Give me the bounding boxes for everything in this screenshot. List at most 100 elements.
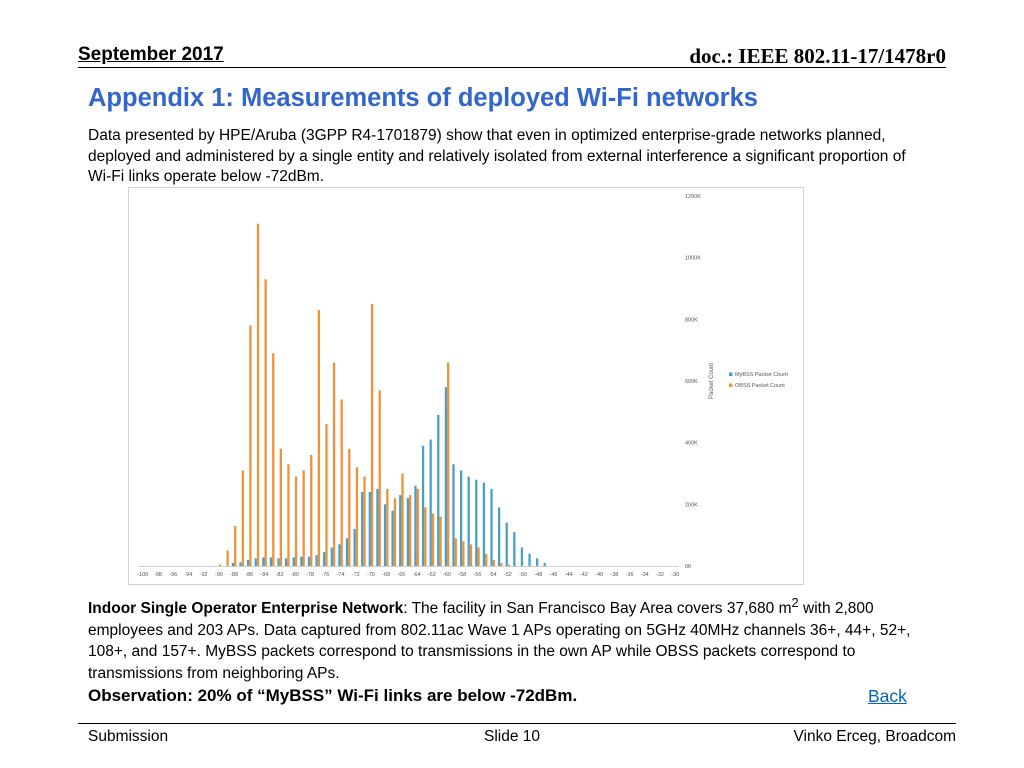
network-description-text-b: with 2,800 employees and 203 APs. Data c…: [88, 600, 911, 682]
mybss-bar: [231, 562, 235, 566]
mybss-bar: [277, 558, 280, 566]
mybss-bar: [345, 538, 349, 566]
chart-svg: -100 -98 -96 -94 -92 -90 -88 -86 -84 -82 -80 -78 -76…: [137, 194, 788, 578]
y-axis-title: Packet Count: [709, 363, 715, 399]
x-tick-label: -72: [352, 572, 360, 578]
mybss-bar: [406, 498, 409, 566]
x-tick-label: -92: [200, 572, 208, 578]
x-tick-label: -42: [580, 572, 588, 578]
mybss-bar: [300, 556, 303, 566]
area-unit-superscript: 2: [791, 595, 799, 610]
obss-bar: [302, 470, 305, 566]
x-tick-label: -56: [473, 572, 481, 578]
obss-bar: [416, 488, 419, 566]
mybss-bar: [414, 485, 417, 566]
y-tick-label: 0K: [685, 564, 692, 570]
mybss-bar: [437, 414, 440, 566]
mybss-bar: [307, 556, 311, 566]
mybss-bar: [490, 488, 493, 566]
x-tick-label: -84: [261, 572, 269, 578]
obss-bar: [317, 310, 321, 566]
mybss-bar: [528, 553, 531, 566]
mybss-bar: [323, 552, 326, 567]
x-tick-label: -98: [154, 572, 162, 578]
footer-slide-number: Slide 10: [484, 728, 541, 745]
obss-bar: [447, 362, 450, 566]
x-tick-label: -40: [595, 572, 603, 578]
mybss-bar: [285, 558, 288, 566]
mybss-bar: [315, 555, 318, 566]
x-tick-label: -80: [291, 572, 299, 578]
x-tick-label: -82: [276, 572, 284, 578]
y-tick-label: 1200K: [685, 194, 701, 200]
obss-bar: [500, 562, 503, 566]
x-tick-label: -78: [306, 572, 314, 578]
obss-bar: [409, 495, 412, 566]
obss-bar: [507, 564, 511, 566]
x-tick-label: -68: [382, 572, 390, 578]
mybss-bar: [543, 562, 546, 566]
x-tick-label: -30: [671, 572, 679, 578]
mybss-bar: [536, 558, 539, 566]
x-tick-label: -54: [489, 572, 497, 578]
obss-bar: [332, 362, 336, 566]
mybss-bar: [239, 562, 242, 566]
obss-bar: [310, 455, 313, 566]
mybss-bar: [399, 495, 402, 566]
obss-bar: [401, 473, 404, 566]
x-tick-label: -96: [169, 572, 177, 578]
observation-text: Observation: 20% of “MyBSS” Wi-Fi links …: [88, 686, 578, 705]
x-tick-label: -62: [428, 572, 436, 578]
x-tick-label: -52: [504, 572, 512, 578]
mybss-bar: [459, 470, 463, 566]
legend-swatch: [729, 372, 733, 376]
obss-bar: [431, 513, 435, 566]
mybss-bar: [338, 544, 341, 566]
mybss-bar: [452, 464, 455, 566]
header-date: September 2017: [78, 44, 224, 65]
obss-bar: [294, 476, 298, 566]
mybss-bar: [353, 529, 356, 566]
mybss-bar: [368, 492, 371, 566]
obss-bar: [355, 467, 359, 566]
obss-bar: [393, 498, 397, 566]
x-tick-label: -88: [230, 572, 238, 578]
packet-count-chart: -100 -98 -96 -94 -92 -90 -88 -86 -84 -82 -80 -78 -76…: [128, 187, 804, 585]
mybss-bar: [391, 510, 394, 566]
obss-bar: [279, 448, 282, 566]
obss-bar: [424, 507, 427, 566]
obss-bar: [272, 353, 275, 566]
footer-divider: [78, 723, 956, 724]
header-doc-id: doc.: IEEE 802.11-17/1478r0: [689, 44, 946, 68]
mybss-bar: [513, 532, 516, 566]
mybss-bar: [497, 507, 501, 566]
x-tick-label: -50: [519, 572, 527, 578]
mybss-bar: [383, 504, 387, 566]
x-tick-label: -36: [626, 572, 634, 578]
obss-bar: [363, 476, 366, 566]
obss-bar: [348, 448, 351, 566]
footer-author: Vinko Erceg, Broadcom: [793, 728, 956, 745]
mybss-bar: [269, 557, 273, 566]
back-link[interactable]: Back: [868, 686, 907, 706]
obss-bar: [226, 550, 229, 566]
mybss-bar: [361, 492, 364, 566]
legend-label: MyBSS Packet Count: [735, 372, 788, 378]
network-description-lead: Indoor Single Operator Enterprise Networ…: [88, 600, 404, 618]
mybss-bar: [505, 522, 508, 566]
obss-bar: [340, 399, 343, 566]
x-tick-label: -48: [534, 572, 542, 578]
obss-bar: [249, 325, 252, 566]
x-tick-label: -94: [184, 572, 192, 578]
footer-submission: Submission: [88, 728, 169, 745]
x-tick-label: -66: [397, 572, 405, 578]
mybss-bar: [247, 559, 250, 566]
obss-bar: [485, 553, 488, 566]
mybss-bar: [292, 557, 295, 566]
obss-bar: [370, 303, 374, 566]
x-tick-label: -74: [337, 572, 345, 578]
mybss-bar: [376, 488, 379, 566]
x-tick-label: -46: [550, 572, 558, 578]
header-divider: [78, 67, 946, 68]
